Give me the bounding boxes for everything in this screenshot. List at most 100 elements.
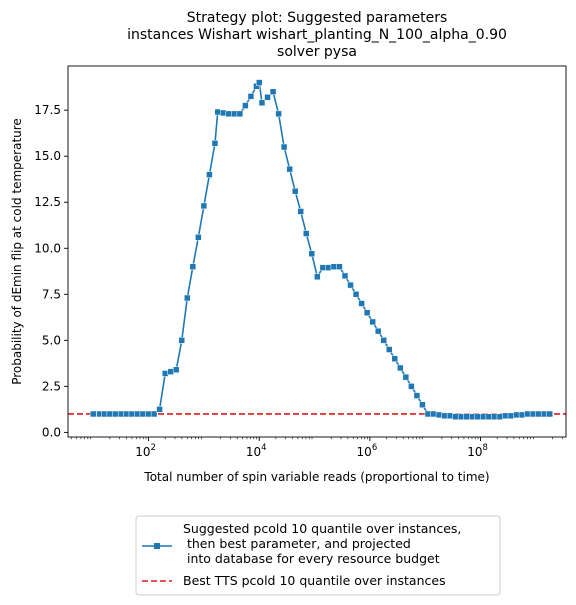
chart-title-line: Strategy plot: Suggested parameters xyxy=(187,10,448,26)
data-point xyxy=(436,412,442,418)
data-point xyxy=(425,411,431,417)
data-point xyxy=(146,411,152,417)
data-point xyxy=(325,265,331,271)
data-point xyxy=(408,383,414,389)
data-point xyxy=(157,406,163,412)
y-tick-label: 5.0 xyxy=(42,333,61,347)
data-point xyxy=(118,411,124,417)
data-point xyxy=(220,110,226,116)
data-point xyxy=(519,412,525,418)
data-point xyxy=(364,310,370,316)
x-tick-exponent: 4 xyxy=(261,443,266,453)
data-point xyxy=(179,337,185,343)
x-axis-label-group: Total number of spin variable reads (pro… xyxy=(143,470,489,484)
x-tick-base: 10 xyxy=(246,445,261,459)
data-point xyxy=(173,367,179,373)
data-point xyxy=(309,251,315,257)
x-axis-label: Total number of spin variable reads (pro… xyxy=(143,470,489,484)
data-point xyxy=(303,231,309,237)
data-point xyxy=(298,208,304,214)
data-point xyxy=(348,282,354,288)
y-tick-label: 0.0 xyxy=(42,425,61,439)
data-point xyxy=(530,411,536,417)
data-point xyxy=(536,411,542,417)
data-point xyxy=(480,414,486,420)
data-point xyxy=(287,166,293,172)
data-point xyxy=(486,414,492,420)
data-point xyxy=(168,369,174,375)
data-point xyxy=(190,264,196,270)
x-tick-exponent: 6 xyxy=(372,443,377,453)
data-point xyxy=(195,234,201,240)
data-point xyxy=(265,94,271,100)
series-line-suggested xyxy=(93,83,549,417)
y-tick-label: 12.5 xyxy=(34,195,61,209)
data-point xyxy=(231,111,237,117)
data-point xyxy=(392,356,398,362)
data-point xyxy=(281,144,287,150)
data-point xyxy=(497,414,503,420)
data-point xyxy=(242,103,248,109)
data-point xyxy=(270,89,276,95)
data-point xyxy=(90,411,96,417)
data-point xyxy=(292,188,298,194)
data-point xyxy=(184,295,190,301)
y-tick-label: 2.5 xyxy=(42,379,61,393)
chart-title-line: instances Wishart wishart_planting_N_100… xyxy=(127,27,507,43)
data-point xyxy=(475,414,481,420)
data-point xyxy=(212,140,218,146)
data-point xyxy=(112,411,118,417)
data-point xyxy=(447,413,453,419)
data-point xyxy=(502,413,508,419)
y-tick-label: 7.5 xyxy=(42,287,61,301)
legend-series-label-line: then best parameter, and projected xyxy=(183,536,411,551)
data-point xyxy=(107,411,113,417)
data-point xyxy=(320,265,326,271)
data-point xyxy=(226,111,232,117)
y-tick-label: 10.0 xyxy=(34,241,61,255)
y-tick-label: 17.5 xyxy=(34,103,61,117)
legend: Suggested pcold 10 quantile over instanc… xyxy=(136,516,500,595)
data-point xyxy=(124,411,130,417)
data-point xyxy=(464,414,470,420)
data-point xyxy=(525,411,531,417)
data-point xyxy=(541,411,547,417)
data-point xyxy=(276,111,282,117)
legend-reference-label: Best TTS pcold 10 quantile over instance… xyxy=(183,573,446,588)
data-point xyxy=(259,100,265,106)
data-point xyxy=(342,273,348,279)
plot-marks xyxy=(68,80,566,420)
chart-title-line: solver pysa xyxy=(277,44,357,60)
data-point xyxy=(514,412,520,418)
data-point xyxy=(458,414,464,420)
data-point xyxy=(386,347,392,353)
data-point xyxy=(431,411,437,417)
data-point xyxy=(237,111,243,117)
data-point xyxy=(134,411,140,417)
data-point xyxy=(381,337,387,343)
data-point xyxy=(508,413,514,419)
data-point xyxy=(353,291,359,297)
data-point xyxy=(419,402,425,408)
data-point xyxy=(256,80,262,86)
x-tick-label: 104 xyxy=(246,443,267,459)
data-point xyxy=(375,328,381,334)
data-point xyxy=(206,172,212,178)
data-point xyxy=(491,414,497,420)
plot-frame xyxy=(68,66,566,437)
x-tick-label: 102 xyxy=(135,443,156,459)
x-tick-exponent: 8 xyxy=(482,443,487,453)
data-point xyxy=(453,414,459,420)
legend-series-label-line: into database for every resource budget xyxy=(183,551,440,566)
data-point xyxy=(248,93,254,99)
data-point xyxy=(397,365,403,371)
y-axis-label: Probability of dEmin flip at cold temper… xyxy=(10,118,24,385)
data-point xyxy=(403,374,409,380)
x-tick-exponent: 2 xyxy=(150,443,155,453)
data-point xyxy=(370,319,376,325)
data-point xyxy=(162,370,168,376)
x-tick-base: 10 xyxy=(467,445,482,459)
data-point xyxy=(201,203,207,209)
